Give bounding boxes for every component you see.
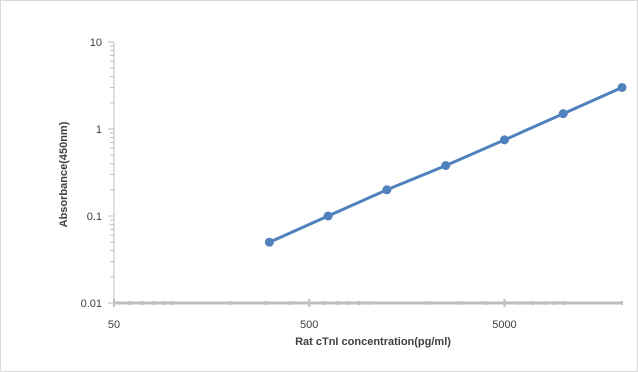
x-tick-label: 50 <box>108 319 120 331</box>
y-minor-ticks <box>108 41 114 304</box>
x-tick-label: 500 <box>300 319 318 331</box>
x-tick-labels: 50 500 5000 <box>108 319 517 331</box>
data-point <box>499 135 509 145</box>
y-tick-label: 10 <box>90 37 102 49</box>
y-tick-label: 0.01 <box>81 298 102 310</box>
data-points <box>264 82 627 247</box>
data-point <box>264 237 274 247</box>
y-tick-label: 1 <box>96 124 102 136</box>
data-point <box>441 161 451 171</box>
data-point <box>382 185 392 195</box>
y-tick-labels: 10 1 0.1 0.01 <box>81 37 102 310</box>
y-axis-title: Absorbance(450nm) <box>58 121 70 227</box>
data-point <box>617 82 627 92</box>
x-tick-label: 5000 <box>492 319 516 331</box>
x-axis-title: Rat cTnI concentration(pg/ml) <box>295 336 451 348</box>
data-point <box>558 109 568 119</box>
y-tick-label: 0.1 <box>87 211 102 223</box>
data-point <box>323 211 333 221</box>
